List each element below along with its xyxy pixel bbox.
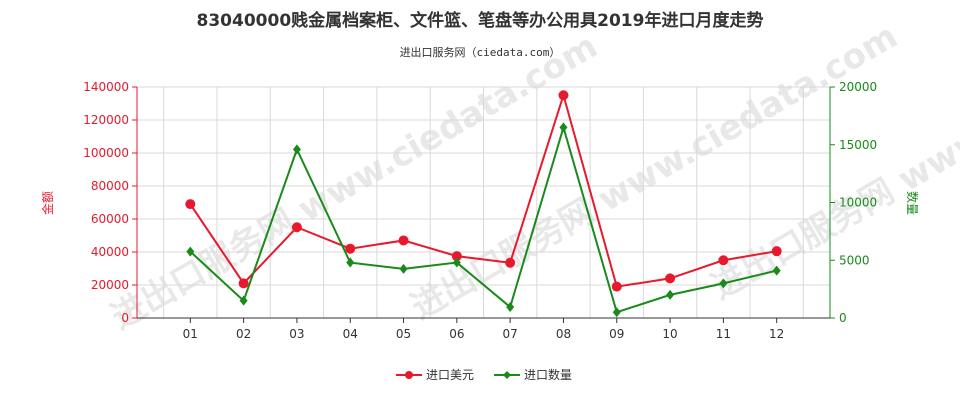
data-point[interactable] bbox=[772, 265, 781, 276]
y-right-tick-label: 0 bbox=[839, 311, 847, 325]
y-right-tick-label: 5000 bbox=[839, 253, 870, 267]
data-point[interactable] bbox=[452, 257, 461, 268]
data-point[interactable] bbox=[719, 278, 728, 289]
data-point[interactable] bbox=[558, 90, 569, 101]
y-left-axis-label: 金额 bbox=[40, 191, 55, 215]
x-tick-label: 02 bbox=[236, 327, 251, 341]
data-point[interactable] bbox=[345, 243, 356, 254]
x-tick-label: 05 bbox=[396, 327, 411, 341]
data-point[interactable] bbox=[505, 257, 516, 268]
x-tick-label: 06 bbox=[449, 327, 464, 341]
x-tick-label: 03 bbox=[289, 327, 304, 341]
x-tick-label: 07 bbox=[503, 327, 518, 341]
data-point[interactable] bbox=[399, 263, 408, 274]
y-left-tick-label: 100000 bbox=[83, 146, 129, 160]
x-tick-label: 04 bbox=[343, 327, 358, 341]
legend[interactable]: 进口美元 进口数量 bbox=[396, 367, 572, 382]
data-point[interactable] bbox=[346, 257, 355, 268]
data-point[interactable] bbox=[451, 251, 462, 262]
x-tick-label: 10 bbox=[662, 327, 677, 341]
y-right-tick-label: 20000 bbox=[839, 80, 877, 94]
x-tick-label: 11 bbox=[716, 327, 731, 341]
x-tick-label: 01 bbox=[183, 327, 198, 341]
data-point[interactable] bbox=[665, 273, 676, 284]
y-right-tick-label: 15000 bbox=[839, 138, 877, 152]
y-left-tick-label: 60000 bbox=[91, 212, 129, 226]
chart-title: 83040000贱金属档案柜、文件篮、笔盘等办公用具2019年进口月度走势 bbox=[197, 10, 764, 31]
x-tick-label: 09 bbox=[609, 327, 624, 341]
data-point[interactable] bbox=[238, 278, 249, 289]
legend-label[interactable]: 进口数量 bbox=[524, 367, 572, 382]
watermark-text: 进出口服务网 www.ciedata.com bbox=[105, 26, 605, 338]
y-left-tick-label: 0 bbox=[121, 311, 129, 325]
data-point[interactable] bbox=[771, 246, 782, 257]
data-point[interactable] bbox=[612, 307, 621, 318]
data-point[interactable] bbox=[239, 295, 248, 306]
legend-swatch-marker[interactable] bbox=[405, 371, 413, 379]
y-left-tick-label: 120000 bbox=[83, 113, 129, 127]
data-point[interactable] bbox=[292, 144, 301, 155]
legend-swatch-marker[interactable] bbox=[503, 371, 511, 379]
data-point[interactable] bbox=[186, 246, 195, 257]
series-line bbox=[189, 91, 777, 288]
y-right-axis-label: 数量 bbox=[905, 191, 920, 215]
data-point[interactable] bbox=[506, 302, 515, 313]
y-left-tick-label: 40000 bbox=[91, 245, 129, 259]
x-tick-label: 12 bbox=[769, 327, 784, 341]
y-left-tick-label: 80000 bbox=[91, 179, 129, 193]
data-point[interactable] bbox=[666, 289, 675, 300]
y-left-tick-label: 20000 bbox=[91, 278, 129, 292]
data-point[interactable] bbox=[185, 199, 196, 210]
data-point[interactable] bbox=[611, 281, 622, 292]
axes: 0200004000060000800001000001200001400000… bbox=[40, 80, 920, 341]
chart-subtitle: 进出口服务网（ciedata.com） bbox=[400, 45, 561, 59]
legend-label[interactable]: 进口美元 bbox=[426, 368, 474, 382]
data-point[interactable] bbox=[559, 122, 568, 133]
y-right-tick-label: 10000 bbox=[839, 196, 877, 210]
data-point[interactable] bbox=[718, 255, 729, 266]
data-point[interactable] bbox=[291, 222, 302, 233]
series-layer bbox=[185, 90, 782, 318]
data-point[interactable] bbox=[398, 235, 409, 246]
y-left-tick-label: 140000 bbox=[83, 80, 129, 94]
x-tick-label: 08 bbox=[556, 327, 571, 341]
series-line bbox=[189, 123, 777, 314]
